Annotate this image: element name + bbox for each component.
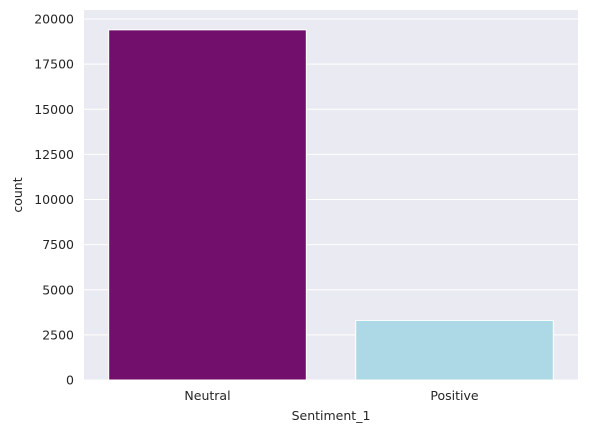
- y-tick-label: 2500: [42, 327, 74, 342]
- y-tick-labels: 0 2500 5000 7500 10000 12500 15000 17500 20000: [34, 12, 74, 388]
- x-tick-label: Neutral: [184, 388, 230, 403]
- y-tick-label: 7500: [42, 237, 74, 252]
- y-tick-label: 10000: [34, 192, 74, 207]
- y-tick-label: 15000: [34, 102, 74, 117]
- x-tick-labels: Neutral Positive: [184, 388, 478, 403]
- bars: [108, 29, 554, 381]
- y-tick-label: 5000: [42, 282, 74, 297]
- y-axis-label: count: [10, 177, 25, 212]
- y-tick-label: 0: [66, 373, 74, 388]
- x-axis-label: Sentiment_1: [292, 408, 371, 423]
- bar-positive: [355, 319, 554, 381]
- bar-neutral: [108, 29, 307, 381]
- y-tick-label: 12500: [34, 147, 74, 162]
- x-tick-label: Positive: [430, 388, 478, 403]
- y-tick-label: 17500: [34, 57, 74, 72]
- y-tick-label: 20000: [34, 12, 74, 27]
